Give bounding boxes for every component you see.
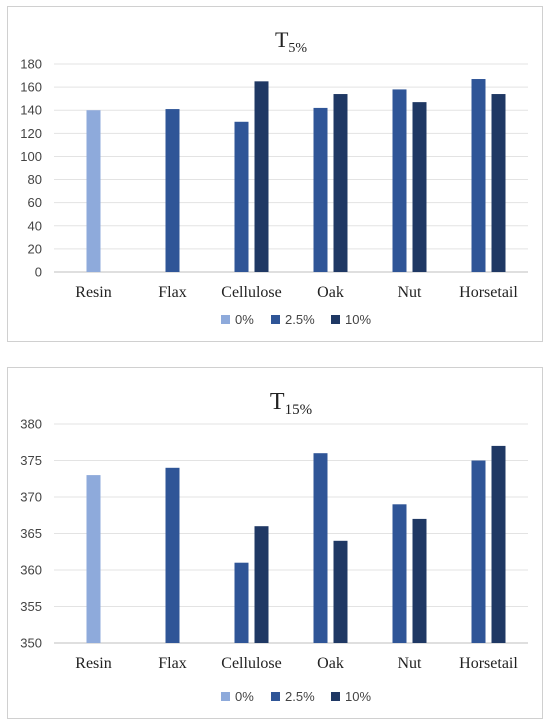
bar bbox=[412, 102, 427, 272]
x-category-label: Oak bbox=[317, 655, 344, 672]
chart-t15: T15% 350 355 360 365 370 375 380 Resin Flax Cellul… bbox=[20, 389, 528, 704]
y-tick-label: 360 bbox=[20, 563, 42, 578]
bar bbox=[234, 562, 249, 643]
y-tick-label: 60 bbox=[28, 195, 42, 210]
x-category-label: Nut bbox=[398, 655, 423, 672]
y-tick-label: 140 bbox=[20, 103, 42, 118]
y-tick-label: 355 bbox=[20, 599, 42, 614]
x-category-label: Flax bbox=[158, 284, 186, 301]
y-tick-label: 100 bbox=[20, 149, 42, 164]
legend-label: 2.5% bbox=[285, 312, 315, 327]
chart-title: T15% bbox=[270, 389, 312, 418]
y-tick-label: 40 bbox=[28, 218, 42, 233]
bar bbox=[392, 504, 407, 643]
bar bbox=[313, 453, 328, 643]
chart-panel-t15: T15% 350 355 360 365 370 375 380 Resin Flax Cellul… bbox=[7, 367, 543, 719]
y-tick-label: 375 bbox=[20, 453, 42, 468]
y-tick-label: 180 bbox=[20, 57, 42, 72]
x-category-label: Cellulose bbox=[221, 284, 281, 301]
y-tick-label: 80 bbox=[28, 172, 42, 187]
bar bbox=[412, 518, 427, 643]
legend-swatch bbox=[331, 315, 340, 324]
y-tick-label: 365 bbox=[20, 526, 42, 541]
x-category-label: Horsetail bbox=[459, 655, 518, 672]
x-category-label: Oak bbox=[317, 284, 344, 301]
y-tick-label: 370 bbox=[20, 490, 42, 505]
bar bbox=[313, 107, 328, 273]
x-category-label: Resin bbox=[75, 284, 111, 301]
bar bbox=[86, 475, 101, 643]
y-tick-label: 350 bbox=[20, 636, 42, 651]
legend-label: 10% bbox=[345, 312, 371, 327]
chart-t5: T5% 0 20 40 60 80 100 120 140 160 180 Resin Flax Cell… bbox=[20, 27, 528, 327]
x-category-label: Flax bbox=[158, 655, 186, 672]
legend-swatch bbox=[331, 692, 340, 701]
chart-title-main: T bbox=[275, 27, 289, 52]
y-tick-label: 0 bbox=[35, 265, 42, 280]
bar bbox=[392, 89, 407, 272]
legend-label: 0% bbox=[235, 312, 254, 327]
x-category-label: Nut bbox=[398, 284, 423, 301]
bar bbox=[254, 526, 269, 643]
legend-swatch bbox=[221, 692, 230, 701]
bar bbox=[165, 467, 180, 643]
bar bbox=[333, 94, 348, 273]
legend-swatch bbox=[271, 692, 280, 701]
legend-label: 2.5% bbox=[285, 689, 315, 704]
chart-title: T5% bbox=[275, 27, 307, 56]
legend-swatch bbox=[271, 315, 280, 324]
y-tick-label: 160 bbox=[20, 80, 42, 95]
y-tick-label: 120 bbox=[20, 126, 42, 141]
legend-label: 10% bbox=[345, 689, 371, 704]
y-tick-label: 380 bbox=[20, 417, 42, 432]
bar bbox=[86, 110, 101, 272]
bar bbox=[234, 121, 249, 273]
bar bbox=[165, 109, 180, 272]
bar bbox=[471, 460, 486, 643]
x-category-label: Cellulose bbox=[221, 655, 281, 672]
y-tick-label: 20 bbox=[28, 241, 42, 256]
bar bbox=[471, 79, 486, 273]
bar bbox=[333, 540, 348, 643]
bar bbox=[254, 81, 269, 272]
chart-title-subscript: 15% bbox=[285, 402, 313, 418]
chart-title-subscript: 5% bbox=[288, 41, 307, 56]
legend-swatch bbox=[221, 315, 230, 324]
chart-title-main: T bbox=[270, 389, 285, 415]
bar bbox=[491, 94, 506, 273]
legend-label: 0% bbox=[235, 689, 254, 704]
x-category-label: Horsetail bbox=[459, 284, 518, 301]
chart-panel-t5: T5% 0 20 40 60 80 100 120 140 160 180 Resin Flax Cell… bbox=[7, 6, 543, 342]
x-category-label: Resin bbox=[75, 655, 111, 672]
bar bbox=[491, 445, 506, 643]
